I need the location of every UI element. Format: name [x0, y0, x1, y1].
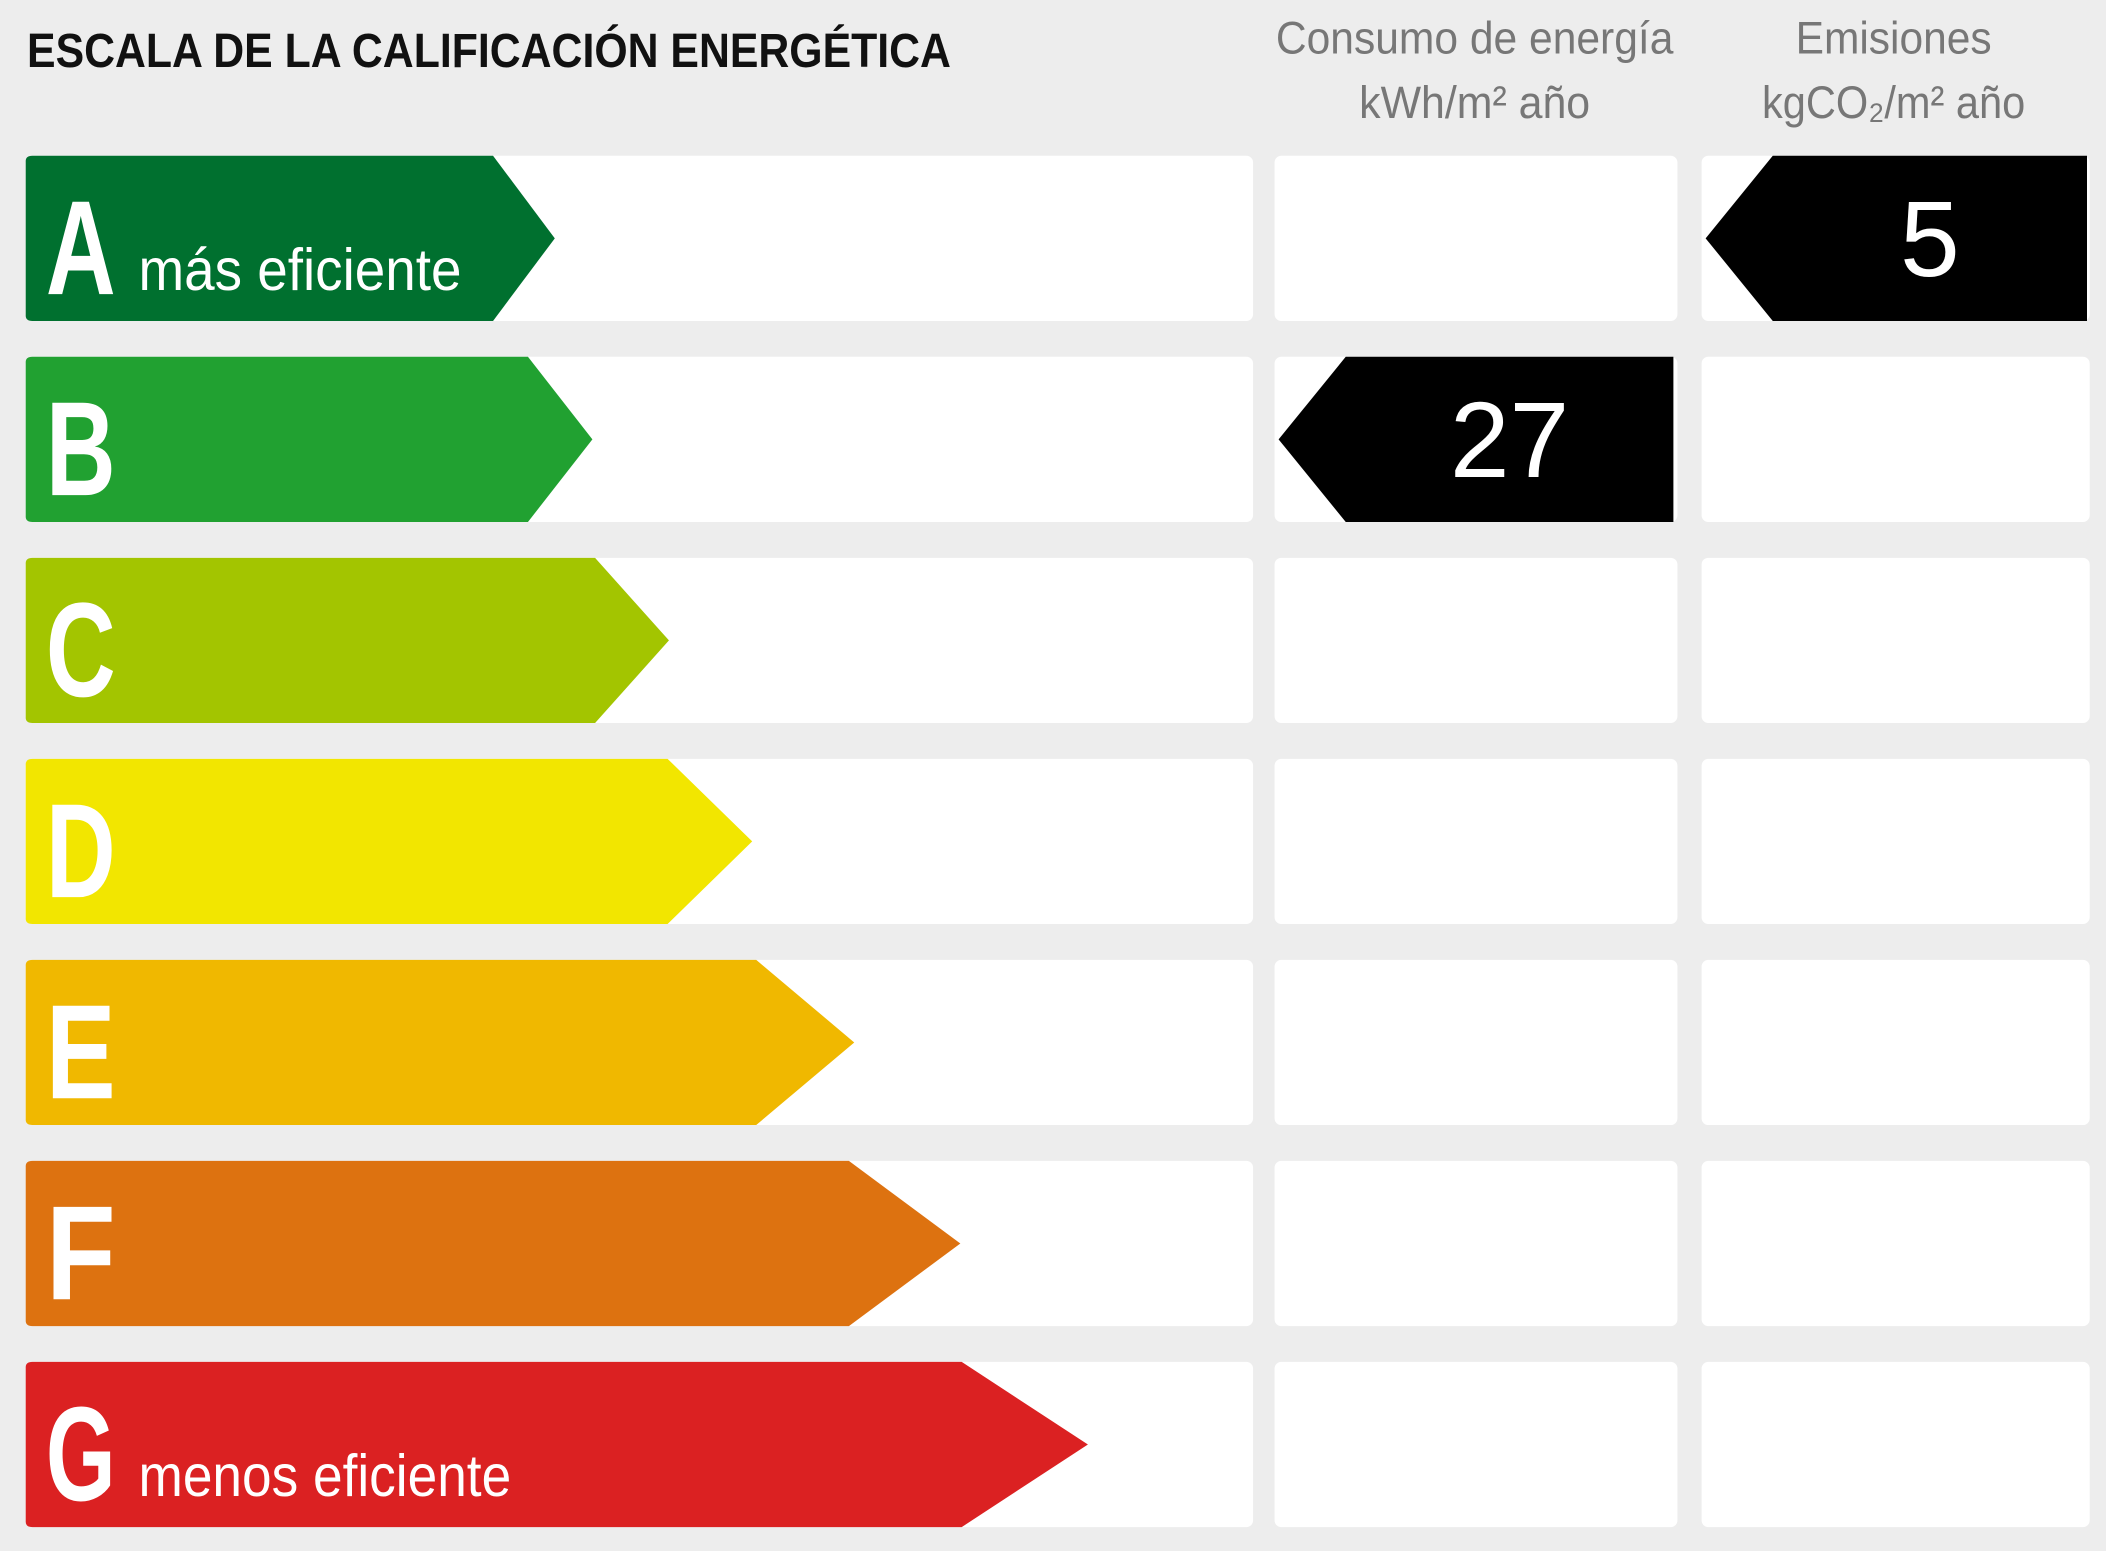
rating-label: más eficiente: [139, 237, 462, 303]
rating-arrow: [25, 155, 555, 321]
rating-label: menos eficiente: [139, 1443, 512, 1509]
consumption-unit: kWh/m² año: [1359, 77, 1590, 128]
rating-arrow: [25, 1361, 1088, 1528]
emissions-cell: [1701, 959, 2090, 1126]
consumption-marker: [1278, 356, 1674, 522]
emissions-title: Emisiones: [1796, 13, 1992, 64]
consumption-cell: [1274, 959, 1678, 1126]
emissions-cell: [1701, 356, 2090, 522]
consumption-cell: [1274, 557, 1678, 723]
rating-arrow: [25, 1160, 961, 1327]
rating-arrow: [25, 557, 669, 723]
consumption-value: 27: [1450, 380, 1569, 500]
rating-letter: F: [46, 1178, 116, 1328]
emissions-marker: [1705, 155, 2087, 321]
rating-arrow: [25, 356, 593, 522]
rating-letter: C: [46, 575, 116, 725]
emissions-cell: [1701, 758, 2090, 925]
title: ESCALA DE LA CALIFICACIÓN ENERGÉTICA: [27, 23, 951, 78]
consumption-cell: [1274, 758, 1678, 925]
consumption-cell: [1274, 155, 1678, 321]
rating-letter: D: [46, 776, 116, 926]
emissions-unit: kgCO₂/m² año: [1762, 77, 2025, 128]
rating-letter: G: [46, 1379, 116, 1529]
emissions-cell: [1701, 1361, 2090, 1528]
rating-arrow: [25, 758, 753, 925]
rating-letter: B: [46, 374, 116, 524]
consumption-cell: [1274, 1160, 1678, 1327]
rating-arrow: [25, 959, 855, 1126]
emissions-cell: [1701, 1160, 2090, 1327]
emissions-cell: [1701, 557, 2090, 723]
consumption-cell: [1274, 1361, 1678, 1528]
rating-letter: A: [46, 173, 116, 323]
rating-letter: E: [46, 977, 116, 1127]
emissions-value: 5: [1900, 179, 1960, 299]
consumption-title: Consumo de energía: [1276, 13, 1674, 64]
